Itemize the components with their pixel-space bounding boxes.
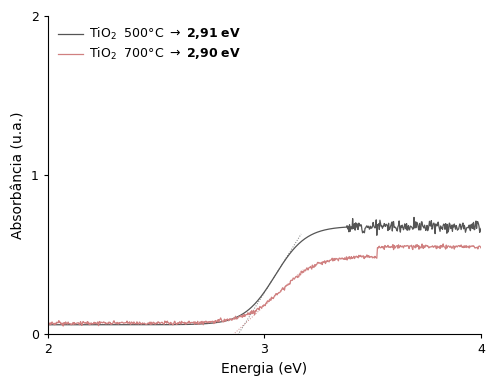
X-axis label: Energia (eV): Energia (eV) — [221, 362, 308, 376]
TiO₂  500°C →  '2,91 eV' — [382, 223, 388, 228]
TiO₂  700°C →  '2,90 eV' — [382, 244, 388, 248]
TiO₂  500°C →  '2,91 eV' — [411, 215, 417, 220]
TiO₂  700°C →  '2,90 eV' — [168, 320, 174, 325]
TiO₂  500°C →  '2,91 eV' — [45, 322, 51, 327]
TiO₂  500°C →  '2,91 eV' — [329, 226, 335, 231]
TiO₂  500°C →  '2,91 eV' — [167, 322, 173, 327]
TiO₂  500°C →  '2,91 eV' — [182, 322, 187, 327]
TiO₂  500°C →  '2,91 eV' — [151, 322, 157, 327]
TiO₂  700°C →  '2,90 eV' — [330, 259, 336, 263]
TiO₂  500°C →  '2,91 eV' — [436, 224, 442, 228]
TiO₂  700°C →  '2,90 eV' — [60, 324, 66, 328]
TiO₂  700°C →  '2,90 eV' — [478, 245, 484, 250]
Line: TiO₂  500°C →  '2,91 eV': TiO₂ 500°C → '2,91 eV' — [48, 217, 481, 325]
Y-axis label: Absorbância (u.a.): Absorbância (u.a.) — [11, 111, 25, 239]
TiO₂  700°C →  '2,90 eV' — [151, 322, 157, 326]
TiO₂  700°C →  '2,90 eV' — [436, 245, 442, 250]
Legend: TiO$_2$  500°C $\rightarrow$ $\mathbf{2{,}91}$ $\mathbf{eV}$, TiO$_2$  700°C $\r: TiO$_2$ 500°C $\rightarrow$ $\mathbf{2{,… — [54, 22, 245, 66]
TiO₂  700°C →  '2,90 eV' — [440, 241, 446, 246]
TiO₂  700°C →  '2,90 eV' — [45, 320, 51, 325]
TiO₂  700°C →  '2,90 eV' — [183, 322, 188, 327]
TiO₂  500°C →  '2,91 eV' — [478, 226, 484, 231]
Line: TiO₂  700°C →  '2,90 eV': TiO₂ 700°C → '2,90 eV' — [48, 244, 481, 326]
